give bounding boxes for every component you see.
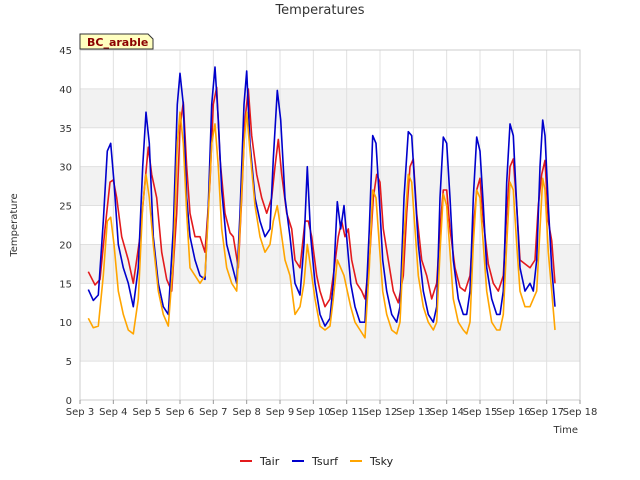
y-tick-label: 35 [59, 124, 72, 135]
y-tick-label: 40 [59, 85, 72, 96]
x-axis-ticks: Sep 3 Sep 4 Sep 5 Sep 6 Sep 7 Sep 8 Sep 9 Sep 1… [66, 400, 598, 418]
site-badge-label: BC_arable [87, 36, 148, 49]
x-tick-label: Sep 18 [563, 407, 598, 418]
x-tick-label: Sep 6 [166, 407, 194, 418]
y-tick-label: 0 [66, 396, 72, 407]
x-tick-label: Sep 16 [496, 407, 531, 418]
y-tick-label: 30 [59, 163, 72, 174]
chart-title: Temperatures [274, 3, 364, 18]
y-axis-ticks: 0 5 10 15 20 25 30 35 40 45 [59, 46, 72, 407]
y-tick-label: 15 [59, 279, 72, 290]
x-axis-title: Time [553, 425, 578, 436]
band-35 [80, 88, 580, 128]
site-badge: BC_arable [79, 33, 154, 50]
series-line-tsurf [87, 66, 556, 327]
x-tick-label: Sep 8 [232, 407, 260, 418]
x-tick-label: Sep 5 [132, 407, 160, 418]
y-tick-label: 20 [59, 240, 72, 251]
legend-label-tair: Tair [259, 455, 280, 468]
x-tick-label: Sep 7 [199, 407, 227, 418]
series-line-tsky [87, 111, 556, 339]
x-tick-label: Sep 11 [329, 407, 364, 418]
band-5 [80, 322, 580, 362]
x-tick-label: Sep 17 [529, 407, 564, 418]
legend: Tair Tsurf Tsky [240, 455, 394, 468]
x-tick-label: Sep 13 [396, 407, 431, 418]
series-lines [87, 66, 556, 339]
band-25 [80, 166, 580, 206]
y-tick-label: 10 [59, 318, 72, 329]
legend-label-tsurf: Tsurf [311, 455, 339, 468]
y-tick-label: 25 [59, 202, 72, 213]
x-tick-label: Sep 9 [266, 407, 294, 418]
x-tick-label: Sep 3 [66, 407, 94, 418]
x-tick-label: Sep 12 [363, 407, 398, 418]
y-axis-title: Temperature [9, 193, 20, 257]
legend-label-tsky: Tsky [369, 455, 394, 468]
x-tick-label: Sep 4 [99, 407, 127, 418]
y-tick-label: 5 [66, 357, 72, 368]
x-tick-label: Sep 10 [296, 407, 331, 418]
series-line-tair [87, 86, 556, 308]
y-tick-label: 45 [59, 46, 72, 57]
plot-frame [79, 49, 581, 401]
x-tick-label: Sep 14 [429, 407, 464, 418]
x-tick-label: Sep 15 [463, 407, 498, 418]
